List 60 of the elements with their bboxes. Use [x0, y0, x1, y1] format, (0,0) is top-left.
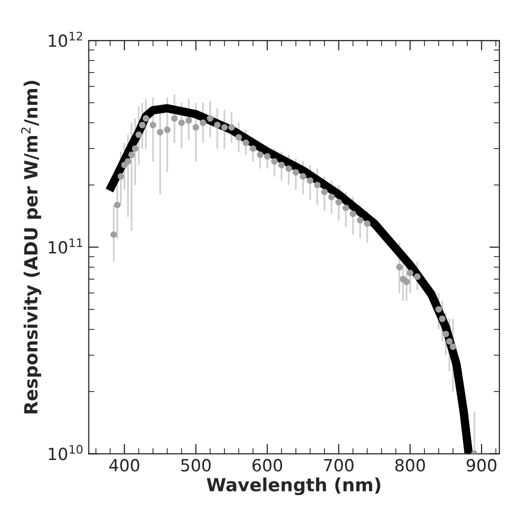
point — [235, 134, 242, 141]
point — [264, 153, 271, 160]
point — [442, 330, 450, 338]
point — [328, 194, 335, 200]
point — [285, 165, 292, 172]
point — [114, 202, 121, 208]
point — [110, 231, 117, 238]
point — [200, 120, 206, 126]
point — [135, 132, 142, 138]
point — [271, 158, 278, 165]
point — [450, 343, 456, 350]
point — [414, 273, 421, 280]
point — [156, 128, 164, 136]
point — [221, 124, 228, 131]
x-tick-label: 500 — [181, 458, 211, 472]
y-axis-title: Responsivity (ADU per W/m$^{2}$/nm) — [21, 80, 42, 414]
point — [364, 220, 371, 227]
point — [403, 278, 410, 286]
point — [150, 122, 156, 128]
point — [406, 270, 414, 276]
point — [446, 338, 453, 345]
point — [306, 177, 314, 184]
point — [178, 120, 185, 126]
point — [342, 204, 350, 212]
point — [192, 124, 200, 131]
point — [356, 216, 364, 224]
x-tick-label: 700 — [324, 458, 354, 472]
point — [396, 264, 403, 270]
y-tick-label: 10$^{11}$ — [48, 238, 82, 254]
x-tick-label: 800 — [395, 458, 425, 472]
point — [439, 316, 446, 322]
x-tick-label: 400 — [109, 458, 140, 472]
point — [171, 115, 178, 122]
point — [314, 182, 321, 188]
point — [214, 122, 221, 128]
x-tick-label: 600 — [252, 458, 282, 472]
point — [350, 210, 356, 218]
point — [335, 198, 342, 206]
point — [292, 169, 300, 176]
point — [185, 117, 192, 124]
point — [321, 188, 328, 196]
point — [164, 126, 171, 134]
point — [128, 152, 135, 158]
x-tick-label: 900 — [466, 458, 496, 472]
point — [256, 152, 264, 158]
y-tick-label: 10$^{12}$ — [48, 32, 82, 47]
point — [300, 173, 306, 180]
point — [278, 162, 285, 168]
point — [206, 115, 214, 122]
y-tick-label: 10$^{10}$ — [48, 444, 82, 460]
point — [242, 140, 250, 146]
point — [132, 145, 138, 152]
point — [118, 173, 124, 180]
point — [142, 115, 150, 122]
x-axis-title: Wavelength (nm) — [206, 478, 380, 496]
point — [228, 124, 235, 131]
point — [435, 306, 442, 313]
point — [124, 158, 132, 165]
point — [250, 145, 256, 152]
point — [139, 122, 146, 128]
